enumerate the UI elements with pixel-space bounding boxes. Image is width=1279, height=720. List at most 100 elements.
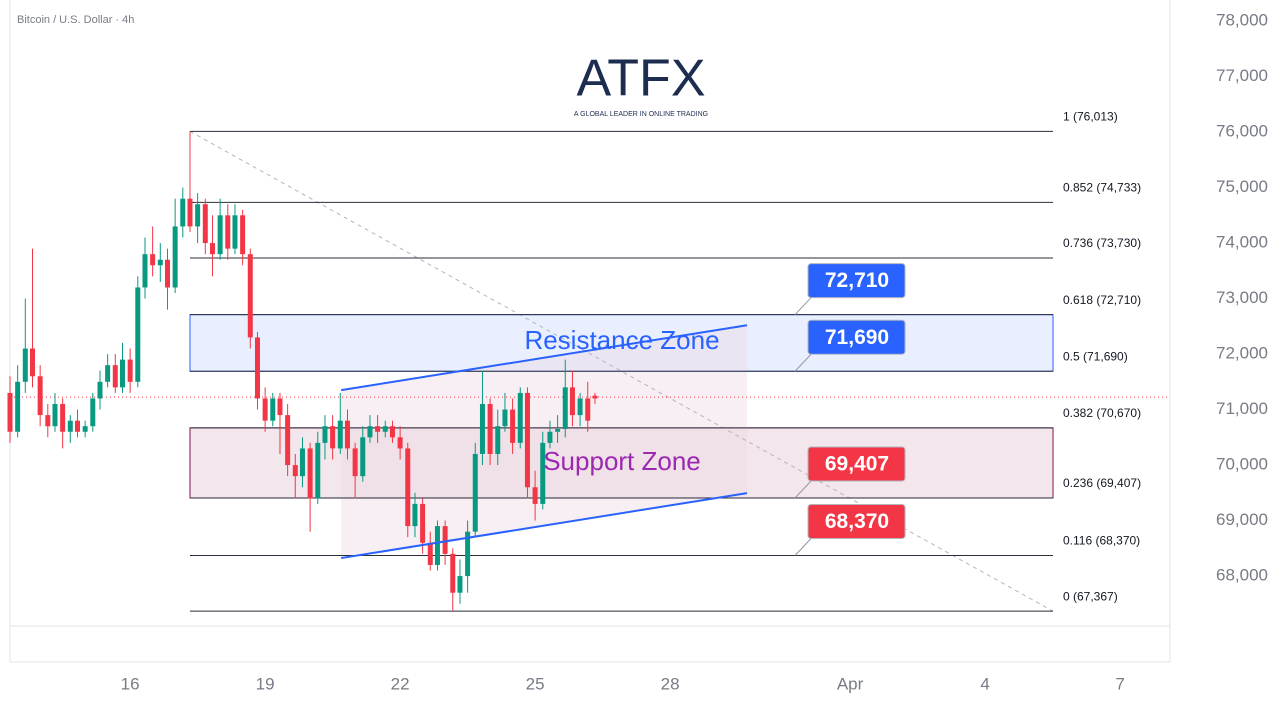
candle-body xyxy=(157,259,163,266)
callout-box xyxy=(807,263,906,299)
candle-body xyxy=(442,526,448,554)
candle-body xyxy=(315,442,321,499)
chart-title: Bitcoin / U.S. Dollar · 4h xyxy=(17,14,134,26)
candle-body xyxy=(37,376,43,416)
candle-body xyxy=(285,415,291,466)
candle-body xyxy=(524,392,530,488)
y-tick-label: 73,000 xyxy=(1216,288,1268,307)
candle-body xyxy=(465,531,471,577)
candle-body xyxy=(577,398,583,416)
fib-label: 1 (76,013) xyxy=(1063,110,1118,124)
candle-body xyxy=(135,287,141,382)
x-tick-label: 7 xyxy=(1115,674,1124,693)
candle-body xyxy=(7,392,13,432)
x-tick-label: 22 xyxy=(391,674,410,693)
candle-body xyxy=(434,526,440,565)
candle-body xyxy=(195,204,201,227)
y-tick-label: 78,000 xyxy=(1216,11,1268,30)
fib-label: 0.116 (68,370) xyxy=(1063,534,1140,548)
candle-body xyxy=(420,503,426,543)
y-tick-label: 70,000 xyxy=(1216,455,1268,474)
candle-body xyxy=(555,428,561,432)
y-tick-label: 69,000 xyxy=(1216,510,1268,529)
y-tick-label: 68,000 xyxy=(1216,566,1268,585)
candle-body xyxy=(344,420,350,449)
candle-body xyxy=(427,542,433,565)
candle-body xyxy=(262,398,268,421)
candle-body xyxy=(517,392,523,443)
y-tick-label: 77,000 xyxy=(1216,66,1268,85)
candle-body xyxy=(330,426,336,449)
candle-body xyxy=(270,398,276,421)
callout-leader xyxy=(794,296,813,316)
y-tick-label: 76,000 xyxy=(1216,122,1268,141)
candle-body xyxy=(172,226,178,288)
candle-body xyxy=(562,387,568,429)
fib-label: 0.382 (70,670) xyxy=(1063,406,1141,420)
candle-body xyxy=(367,426,373,438)
candle-body xyxy=(487,404,493,454)
x-tick-label: 28 xyxy=(661,674,680,693)
candle-body xyxy=(585,398,591,421)
candle-body xyxy=(397,437,403,449)
y-tick-label: 75,000 xyxy=(1216,177,1268,196)
candle-body xyxy=(29,348,35,377)
candle-body xyxy=(209,243,215,255)
candle-body xyxy=(299,448,305,477)
candle-body xyxy=(150,254,156,266)
candle-body xyxy=(52,404,58,427)
logo: ATFX xyxy=(576,50,705,108)
callout-label: 69,407 xyxy=(825,453,889,476)
channel-area xyxy=(341,325,748,559)
candle-body xyxy=(592,395,598,399)
candle-body xyxy=(532,487,538,504)
callout-label: 72,710 xyxy=(825,269,889,292)
candle-body xyxy=(547,431,553,443)
candle-body xyxy=(382,426,388,432)
candle-body xyxy=(457,576,463,593)
candle-body xyxy=(254,337,260,399)
candle-body xyxy=(375,426,381,432)
candle-body xyxy=(352,448,358,477)
candle-body xyxy=(322,426,328,443)
candle-body xyxy=(277,398,283,416)
channel-line xyxy=(341,324,748,392)
candle-body xyxy=(217,215,223,255)
candle-body xyxy=(510,409,516,443)
candle-body xyxy=(360,437,366,477)
y-tick-label: 74,000 xyxy=(1216,233,1268,252)
x-tick-label: 25 xyxy=(526,674,545,693)
candle-body xyxy=(105,365,111,382)
candle-body xyxy=(67,420,73,432)
fib-label: 0.618 (72,710) xyxy=(1063,293,1141,307)
candle-body xyxy=(405,448,411,527)
candle-body xyxy=(202,204,208,244)
candle-body xyxy=(127,359,133,382)
fib-label: 0.852 (74,733) xyxy=(1063,181,1141,195)
candle-body xyxy=(60,404,66,432)
candle-body xyxy=(412,503,418,527)
candle-body xyxy=(569,387,575,416)
fib-label: 0.5 (71,690) xyxy=(1063,349,1128,363)
candle-body xyxy=(337,420,343,449)
callout-box xyxy=(807,446,906,482)
candle-body xyxy=(187,198,193,227)
x-tick-label: Apr xyxy=(837,674,864,693)
x-tick-label: 16 xyxy=(121,674,140,693)
candle-body xyxy=(225,215,231,249)
callout-label: 68,370 xyxy=(825,510,889,533)
logo-tagline: A GLOBAL LEADER IN ONLINE TRADING xyxy=(574,111,708,118)
candle-body xyxy=(45,415,51,427)
candle-body xyxy=(232,215,238,249)
x-tick-label: 4 xyxy=(980,674,989,693)
candle-body xyxy=(247,254,253,338)
candle-body xyxy=(82,426,88,432)
candle-body xyxy=(292,465,298,477)
zone-label: Resistance Zone xyxy=(524,325,719,355)
candle-body xyxy=(142,254,148,288)
fib-label: 0 (67,367) xyxy=(1063,589,1118,603)
fib-label: 0.736 (73,730) xyxy=(1063,236,1141,250)
callout-leader xyxy=(794,537,813,556)
candle-body xyxy=(119,359,125,388)
candle-body xyxy=(180,198,186,227)
